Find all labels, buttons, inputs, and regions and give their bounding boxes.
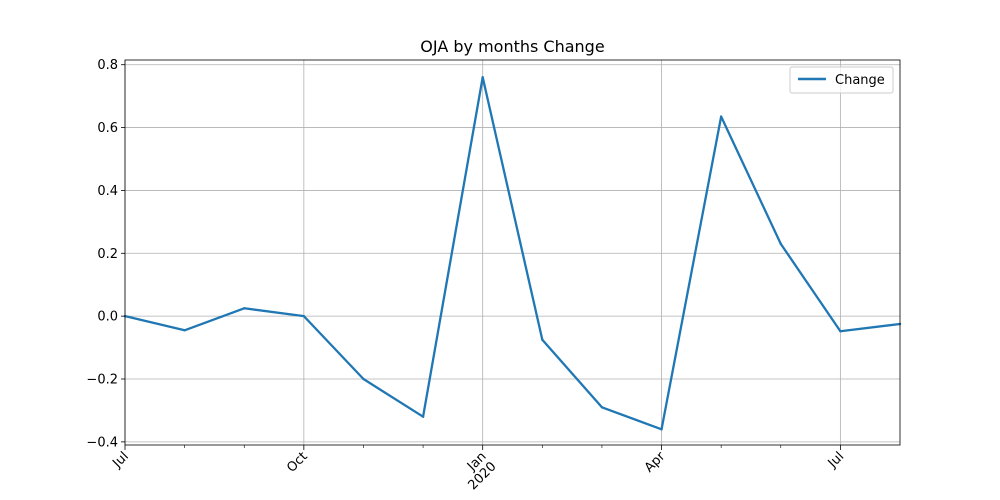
data-point: [839, 330, 842, 333]
data-point: [660, 428, 663, 431]
plot-frame: [124, 59, 901, 446]
data-point: [719, 115, 723, 118]
y-tick-label: 0.6: [97, 121, 118, 136]
grid-layer: [124, 60, 900, 445]
y-tick-label: 0.8: [97, 58, 118, 73]
data-point: [302, 314, 306, 318]
data-point: [243, 307, 246, 310]
data-point: [779, 242, 782, 246]
y-tick-label: 0.2: [97, 247, 118, 262]
legend: Change: [789, 66, 894, 94]
data-point: [481, 76, 484, 79]
x-tick-label: Jul: [825, 449, 847, 471]
y-tick-label: 0.0: [97, 310, 118, 325]
chart-title: OJA by months Change: [420, 37, 604, 56]
legend-box: [789, 66, 894, 94]
data-point: [541, 338, 544, 341]
x-tick-label: Apr: [642, 449, 669, 476]
data-point: [421, 415, 425, 418]
data-point: [362, 377, 365, 381]
data-point: [600, 406, 604, 409]
y-tick-label: −0.2: [86, 373, 118, 388]
y-tick-label: 0.4: [97, 184, 118, 199]
x-tick-label: Oct: [284, 449, 311, 476]
legend-label: Change: [835, 73, 885, 88]
series-line: [124, 76, 901, 431]
data-point: [183, 329, 186, 332]
x-tick-label: Jul: [109, 449, 131, 471]
series-layer: [123, 76, 902, 431]
y-tick-label: −0.4: [86, 435, 118, 450]
